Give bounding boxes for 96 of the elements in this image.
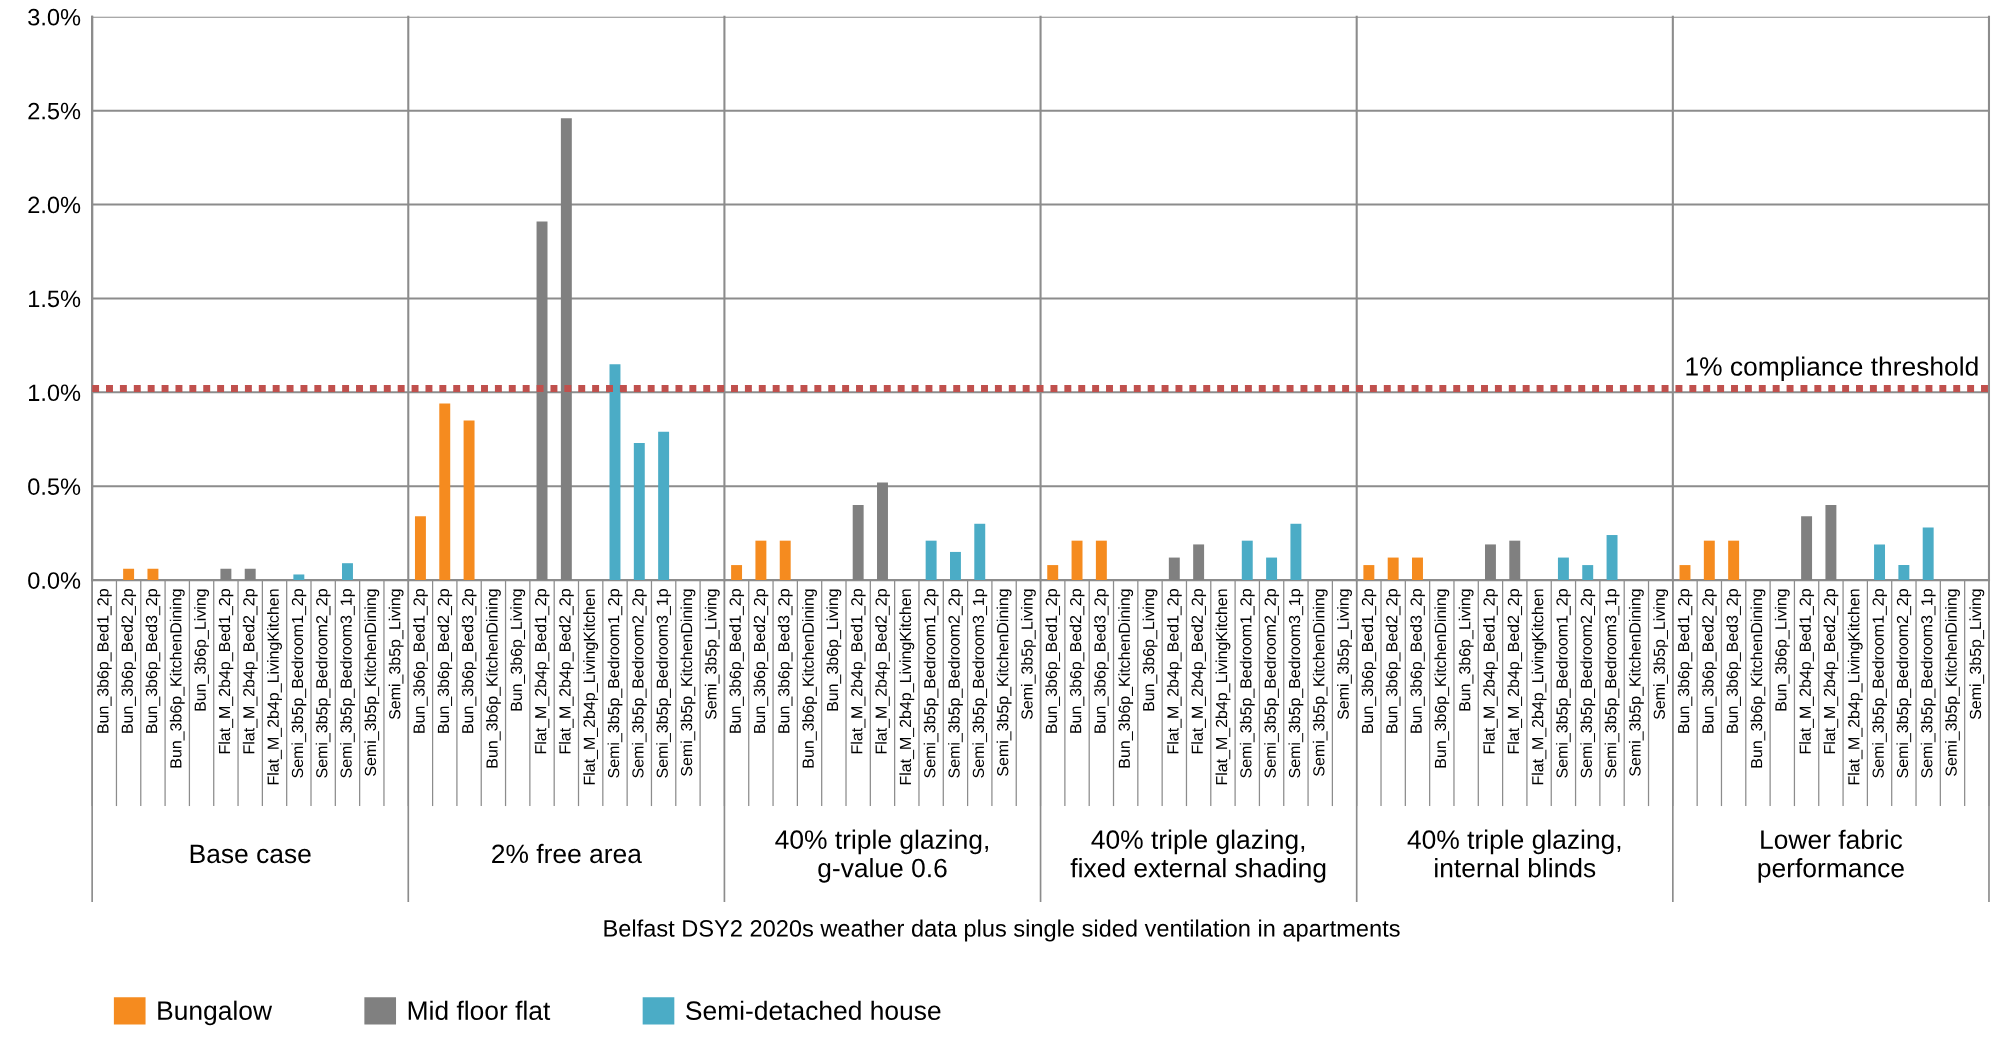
x-tick-label: Flat_M_2b4p_LivingKitchen <box>899 589 915 785</box>
text: Belfast DSY2 2020s weather data plus single sided ventilation in apartments <box>604 919 1400 942</box>
x-tick-label: Bun_3b6p_Bed1_2p <box>1361 589 1377 733</box>
x-tick-label: Bun_3b6p_Living <box>826 589 842 711</box>
x-tick-label: Semi_3b5p_Bedroom1_2p <box>1872 589 1887 778</box>
x-tick-label: Semi_3b5p_Bedroom2_2p <box>1264 589 1280 778</box>
y-tick-label: 1.0% <box>29 384 81 402</box>
ref-line-label: 1% compliance threshold <box>1686 356 1978 382</box>
legend-label: Semi-detached house <box>686 1000 941 1021</box>
x-tick-label: Flat_M_2b4p_Bed2_2p <box>242 589 258 754</box>
legend-label: Bungalow <box>158 1000 273 1026</box>
x-tick-label: Semi_3b5p_Bedroom2_2p <box>1580 589 1596 778</box>
x-tick-label: Semi_3b5p_Living <box>1653 589 1669 720</box>
x-tick-label: Semi_3b5p_Living <box>1337 589 1352 720</box>
x-tick-label: Flat_M_2b4p_LivingKitchen <box>583 589 599 785</box>
x-tick-label: Flat_M_2b4p_Bed1_2p <box>534 589 550 754</box>
x-tick-label: Semi_3b5p_Living <box>704 589 720 720</box>
x-tick-label: Bun_3b6p_Bed2_2p <box>1069 589 1085 733</box>
x-tick-label: Semi_3b5p_Bedroom1_2p <box>607 589 623 778</box>
x-tick-label: Flat_M_2b4p_LivingKitchen <box>267 589 282 785</box>
x-tick-label: Flat_M_2b4p_Bed2_2p <box>1191 589 1207 754</box>
x-tick-label: Semi_3b5p_Bedroom2_2p <box>315 589 331 778</box>
x-tick-label: Bun_3b6p_Bed3_2p <box>1726 589 1742 733</box>
x-tick-label: Semi_3b5p_Bedroom1_2p <box>1555 589 1571 778</box>
x-tick-label: Bun_3b6p_Bed3_2p <box>777 589 793 733</box>
x-tick-label: Bun_3b6p_KitchenDining <box>169 589 185 768</box>
x-tick-label: Semi_3b5p_Bedroom3_1p <box>1920 589 1936 778</box>
y-tick-label: 2.5% <box>28 102 81 120</box>
x-tick-label: Semi_3b5p_Bedroom3_1p <box>340 589 355 778</box>
x-tick-label: Flat_M_2b4p_Bed2_2p <box>1823 589 1839 754</box>
x-tick-label: Semi_3b5p_Bedroom1_2p <box>923 589 939 778</box>
x-tick-label: Semi_3b5p_Bedroom1_2p <box>1239 589 1255 778</box>
x-tick-label: Semi_3b5p_KitchenDining <box>680 589 696 776</box>
x-tick-label: Flat_M_2b4p_Bed1_2p <box>850 589 866 754</box>
x-tick-label: Bun_3b6p_Living <box>510 589 526 711</box>
x-tick-label: Bun_3b6p_Bed1_2p <box>1045 589 1061 733</box>
x-tick-label: Bun_3b6p_Bed3_2p <box>1410 589 1425 733</box>
x-tick-label: Flat_M_2b4p_LivingKitchen <box>1215 589 1231 785</box>
x-tick-label: Bun_3b6p_Bed2_2p <box>1385 589 1401 733</box>
x-tick-label: Bun_3b6p_Bed1_2p <box>412 589 428 733</box>
x-tick-label: Semi_3b5p_Bedroom2_2p <box>631 589 647 778</box>
x-tick-label: Flat_M_2b4p_Bed2_2p <box>875 589 890 754</box>
x-tick-label: Semi_3b5p_Bedroom3_1p <box>1288 589 1304 778</box>
y-tick-label: 3.0% <box>28 8 81 26</box>
x-tick-label: Semi_3b5p_KitchenDining <box>1945 589 1960 776</box>
x-tick-label: Bun_3b6p_Bed3_2p <box>1093 589 1109 733</box>
x-tick-label: Flat_M_2b4p_Bed1_2p <box>1799 589 1815 754</box>
x-tick-label: Flat_M_2b4p_LivingKitchen <box>1531 589 1547 785</box>
x-tick-label: Semi_3b5p_Bedroom2_2p <box>948 589 963 778</box>
x-tick-label: Semi_3b5p_Living <box>388 589 404 720</box>
x-tick-label: Semi_3b5p_Bedroom3_1p <box>1604 589 1620 778</box>
x-tick-label: Bun_3b6p_KitchenDining <box>1118 589 1134 768</box>
x-tick-label: Bun_3b6p_Bed2_2p <box>121 589 137 733</box>
text: Base case <box>190 844 311 864</box>
text: 40% triple glazing, internal blinds <box>1407 829 1621 878</box>
x-tick-label: Flat_M_2b4p_Bed1_2p <box>218 589 234 754</box>
x-tick-label: Bun_3b6p_KitchenDining <box>1434 589 1450 768</box>
x-tick-label: Semi_3b5p_KitchenDining <box>1628 589 1644 776</box>
x-tick-label: Bun_3b6p_Bed2_2p <box>437 589 453 733</box>
x-tick-label: Bun_3b6p_KitchenDining <box>1750 589 1766 768</box>
legend-label: Mid floor flat <box>408 1000 551 1021</box>
x-tick-label: Semi_3b5p_Bedroom3_1p <box>656 589 672 778</box>
text: 40% triple glazing, fixed external shading <box>1070 829 1326 883</box>
x-tick-label: Bun_3b6p_KitchenDining <box>802 589 817 768</box>
x-tick-label: Flat_M_2b4p_Bed1_2p <box>1483 589 1498 754</box>
x-tick-label: Bun_3b6p_Bed2_2p <box>753 589 769 733</box>
x-tick-label: Bun_3b6p_Bed1_2p <box>96 589 112 733</box>
x-tick-label: Bun_3b6p_Bed1_2p <box>1677 589 1693 733</box>
x-tick-label: Flat_M_2b4p_Bed1_2p <box>1166 589 1182 754</box>
y-tick-label: 0.5% <box>28 478 81 495</box>
x-tick-label: Semi_3b5p_Living <box>1020 589 1036 720</box>
text: 40% triple glazing, g-value 0.6 <box>775 829 988 883</box>
x-tick-label: Flat_M_2b4p_Bed2_2p <box>558 589 574 754</box>
text: 2% free area <box>492 843 642 864</box>
x-tick-label: Bun_3b6p_KitchenDining <box>485 589 501 768</box>
x-tick-label: Bun_3b6p_Living <box>194 589 210 711</box>
x-tick-label: Semi_3b5p_Bedroom2_2p <box>1896 589 1912 778</box>
x-tick-label: Semi_3b5p_KitchenDining <box>364 589 380 776</box>
x-tick-label: Bun_3b6p_Bed3_2p <box>145 589 161 733</box>
x-tick-label: Bun_3b6p_Bed2_2p <box>1701 589 1717 733</box>
x-tick-label: Semi_3b5p_KitchenDining <box>1312 589 1328 776</box>
x-tick-label: Semi_3b5p_Living <box>1969 589 1985 720</box>
x-tick-label: Bun_3b6p_Living <box>1142 589 1158 711</box>
x-tick-label: Flat_M_2b4p_LivingKitchen <box>1847 589 1863 785</box>
x-tick-label: Semi_3b5p_Bedroom1_2p <box>291 589 307 778</box>
x-tick-label: Bun_3b6p_Bed3_2p <box>461 589 477 733</box>
x-tick-label: Semi_3b5p_Bedroom3_1p <box>972 589 988 778</box>
y-tick-label: 1.5% <box>29 290 81 308</box>
x-tick-label: Bun_3b6p_Bed1_2p <box>729 589 745 733</box>
x-tick-label: Bun_3b6p_Living <box>1458 589 1474 711</box>
x-tick-label: Semi_3b5p_KitchenDining <box>996 589 1012 776</box>
y-tick-label: 0.0% <box>28 572 81 589</box>
x-tick-label: Flat_M_2b4p_Bed2_2p <box>1507 589 1523 754</box>
y-tick-label: 2.0% <box>28 196 81 214</box>
x-tick-label: Bun_3b6p_Living <box>1774 589 1790 711</box>
text: Lower fabric performance <box>1758 829 1904 883</box>
